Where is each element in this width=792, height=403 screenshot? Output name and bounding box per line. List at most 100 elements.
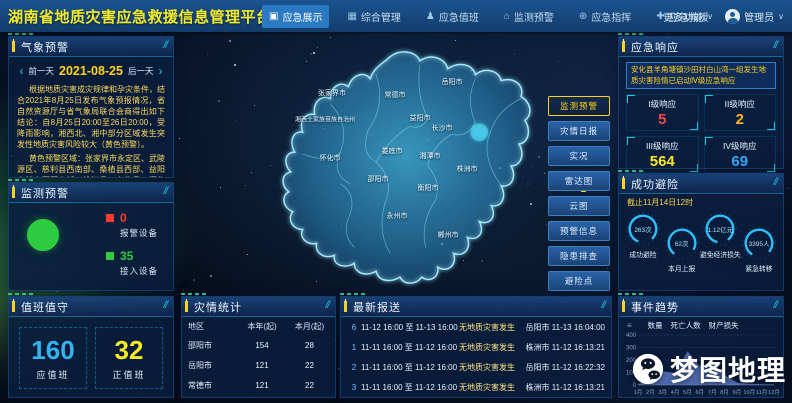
svg-text:400: 400 — [626, 333, 637, 339]
watermark: 梦图地理 — [632, 349, 786, 389]
level-label: III级响应 — [645, 140, 679, 151]
svg-text:10月: 10月 — [743, 389, 755, 396]
map-label-city[interactable]: 湘潭市 — [419, 153, 441, 160]
trend-legend: ≡ 数量 死亡人数 财产损失 — [619, 317, 783, 331]
nav-item-emergency-rescue[interactable]: ✚ 应急救援 — [649, 5, 715, 28]
svg-text:1月: 1月 — [634, 389, 643, 396]
successful-avoidance-panel: 成功避险 // 截止11月14日12时 263次 成功避险 62次 本月上报 — [618, 170, 784, 291]
panel-decor-icon: // — [325, 300, 329, 311]
svg-text:300: 300 — [626, 346, 637, 352]
alarm-icon: ⌂ — [503, 10, 510, 22]
nav-label: 应急展示 — [282, 12, 323, 24]
legend-property-loss[interactable]: 财产损失 — [708, 321, 739, 330]
nav-item-emergency-duty[interactable]: ♟ 应急值班 — [419, 5, 486, 28]
gauge-avoided-economic-loss: 1.12亿元 避免经济损失 — [700, 210, 741, 273]
response-level-3-box: III级响应 564 — [626, 136, 699, 173]
disaster-stats-panel: 灾情统计 // 地区 本年(起) 本月(起) 邵阳市 154 28 岳阳市 12… — [181, 293, 336, 398]
weather-warning-panel: 气象预警 // ‹ 前一天 2021-08-25 后一天 › 根据地质灾害成灾规… — [8, 33, 174, 178]
page-title: 湖南省地质灾害应急救援信息管理平台 — [8, 8, 272, 26]
gauge-label: 紧急转移 — [745, 266, 773, 273]
panel-accent — [622, 301, 625, 312]
nav-item-monitoring-warning[interactable]: ⌂ 监测预警 — [497, 5, 561, 28]
map-label-city[interactable]: 岳阳市 — [441, 79, 463, 86]
globe-icon: ⊕ — [578, 10, 588, 22]
more-functions-dropdown[interactable]: 更多功能 ∨ — [663, 9, 713, 24]
map-label-city[interactable]: 怀化市 — [319, 155, 341, 162]
prev-day-arrow-icon[interactable]: ‹ — [19, 64, 24, 78]
map-btn-refuge-points[interactable]: 避险点 — [548, 271, 610, 291]
cell-year: 154 — [255, 340, 269, 350]
duty-panel: 值班值守 // 160 应值班 32 正值班 — [8, 293, 174, 398]
map-btn-radar[interactable]: 雷达图 — [548, 171, 610, 191]
prev-day-button[interactable]: 前一天 — [28, 66, 55, 76]
map-btn-warning-info[interactable]: 预警信息 — [548, 221, 610, 241]
map-btn-disaster-daily[interactable]: 灾情日报 — [548, 121, 610, 141]
province-outline — [282, 51, 531, 284]
panel-title: 监测预警 — [21, 187, 69, 200]
nav-label: 综合管理 — [360, 12, 401, 24]
gauge-month-reports: 62次 本月上报 — [663, 224, 701, 273]
map-btn-hazard-check[interactable]: 隐患排查 — [548, 246, 610, 266]
user-menu[interactable]: 管理员 ∨ — [725, 8, 784, 24]
grid-icon: ▦ — [347, 10, 357, 22]
svg-text:9月: 9月 — [733, 389, 742, 396]
cell-year: 121 — [255, 380, 269, 390]
report-status: 无地质灾害发生 — [459, 322, 516, 332]
alarm-device-label: 报警设备 — [120, 228, 159, 238]
map-label-city[interactable]: 邵阳市 — [367, 176, 389, 183]
cell-region: 常德市 — [188, 380, 212, 390]
gauge-ring — [703, 212, 737, 246]
map-label-city[interactable]: 娄底市 — [381, 148, 403, 155]
nav-item-comprehensive-management[interactable]: ▦ 综合管理 — [340, 5, 407, 28]
panel-accent — [622, 178, 625, 189]
map-label-city[interactable]: 益阳市 — [409, 115, 431, 122]
map-btn-cloud[interactable]: 云图 — [548, 196, 610, 216]
level-value: 69 — [731, 152, 749, 170]
svg-text:200: 200 — [626, 358, 637, 364]
hunan-province-map[interactable]: 张家界市 常德市 岳阳市 湘西土家族苗族自治州 益阳市 长沙市 怀化市 娄底市 … — [180, 35, 610, 293]
onduty-box: 32 正值班 — [95, 327, 163, 389]
main-nav: ▣ 应急展示 ▦ 综合管理 ♟ 应急值班 ⌂ 监测预警 ⊕ 应急指挥 ✚ 应急救… — [262, 0, 716, 32]
device-donut-chart — [27, 219, 59, 251]
map-label-city[interactable]: 衡阳市 — [417, 185, 439, 192]
next-day-arrow-icon[interactable]: › — [158, 64, 163, 78]
weather-forecast-text: 根据地质灾害成灾规律和孕灾条件，结合2021年8月25日发布气象预报情况，省自然… — [17, 85, 165, 150]
map-label-city[interactable]: 张家界市 — [318, 90, 346, 97]
legend-deaths[interactable]: 死亡人数 — [670, 321, 701, 330]
weather-warning-region-text: 黄色预警区域：张家界市永定区、武陵源区、慈利县西南部、桑植县西部、益阳市赫山区西… — [17, 154, 165, 177]
report-list-item: 2 11-11 16:00 至 11-12 16:00 无地质灾害发生 岳阳市 … — [341, 357, 611, 377]
map-btn-monitoring-warning[interactable]: 监测预警 — [548, 96, 610, 116]
map-label-city[interactable]: 郴州市 — [437, 232, 459, 239]
map-label-city[interactable]: 株洲市 — [456, 166, 478, 173]
cell-month: 28 — [305, 340, 314, 350]
legend-toggle-icon[interactable]: ≡ — [627, 321, 632, 330]
standby-label: 应值班 — [36, 370, 70, 380]
nav-label: 应急救援 — [668, 12, 709, 24]
watermark-text: 梦图地理 — [669, 355, 786, 386]
map-label-city[interactable]: 长沙市 — [431, 125, 453, 132]
as-of-timestamp: 截止11月14日12时 — [627, 198, 694, 207]
latest-reports-panel: 最新报送 // 6 11-12 16:00 至 11-13 16:00 无地质灾… — [340, 293, 612, 398]
panel-title: 灾情统计 — [194, 301, 242, 314]
map-btn-live[interactable]: 实况 — [548, 146, 610, 166]
chevron-down-icon: ∨ — [778, 11, 784, 21]
next-day-button[interactable]: 后一天 — [127, 66, 154, 76]
alarm-legend-swatch — [106, 214, 114, 222]
legend-count[interactable]: 数量 — [647, 321, 663, 330]
map-label-city[interactable]: 湘西土家族苗族自治州 — [294, 117, 356, 124]
col-region: 地区 — [188, 321, 204, 331]
nav-label: 应急指挥 — [591, 12, 632, 24]
cell-month: 22 — [305, 380, 314, 390]
panel-accent — [622, 41, 625, 52]
panel-title: 成功避险 — [631, 178, 679, 191]
report-period: 11-11 16:00 至 11-12 16:00 — [361, 342, 458, 352]
response-level-2-box: II级响应 2 — [703, 94, 776, 131]
nav-item-emergency-command[interactable]: ⊕ 应急指挥 — [572, 5, 638, 28]
map-label-city[interactable]: 常德市 — [384, 92, 406, 99]
selected-date: 2021-08-25 — [59, 64, 123, 78]
map-label-city[interactable]: 永州市 — [386, 213, 408, 220]
nav-item-emergency-display[interactable]: ▣ 应急展示 — [262, 4, 330, 28]
svg-text:2月: 2月 — [646, 389, 655, 396]
gauge-label: 本月上报 — [668, 266, 696, 273]
report-list-item: 1 11-11 16:00 至 11-12 16:00 无地质灾害发生 株洲市 … — [341, 337, 611, 357]
